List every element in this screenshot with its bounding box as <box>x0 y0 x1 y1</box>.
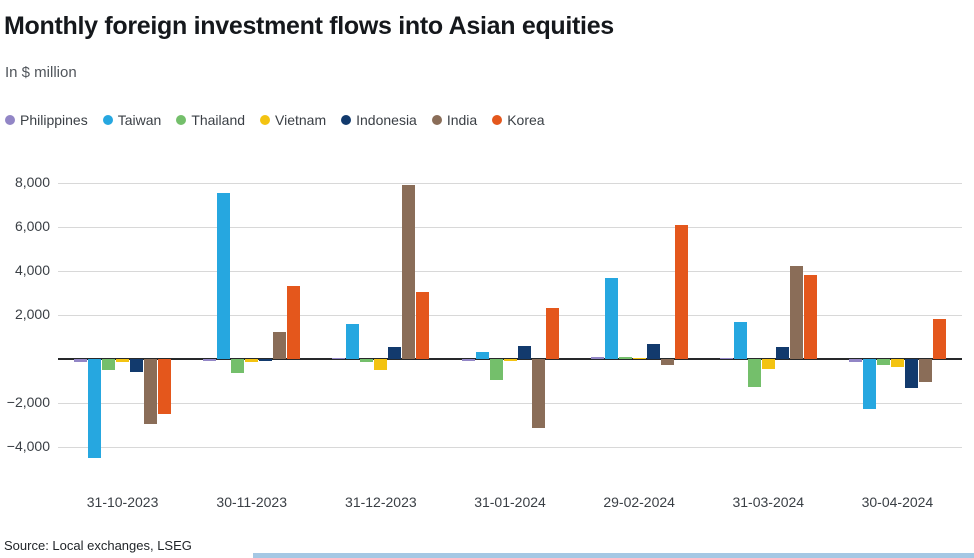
y-axis-tick-label: 8,000 <box>14 174 50 190</box>
x-axis-tick-label: 29-02-2024 <box>603 494 675 510</box>
bar-philippines <box>332 357 346 360</box>
legend-label: India <box>446 112 478 128</box>
bar-taiwan <box>88 359 102 458</box>
legend-dot-philippines <box>5 115 15 125</box>
bar-korea <box>932 319 946 359</box>
bar-philippines <box>74 359 88 363</box>
x-axis-tick-label: 30-04-2024 <box>861 494 934 510</box>
y-axis-tick-label: 4,000 <box>14 262 50 278</box>
bar-vietnam <box>761 359 775 369</box>
bar-thailand <box>360 359 374 362</box>
legend-label: Taiwan <box>117 112 162 128</box>
legend-label: Korea <box>507 112 545 128</box>
bar-korea <box>545 308 559 359</box>
legend-dot-vietnam <box>260 115 271 125</box>
bar-taiwan <box>604 277 618 359</box>
gridline <box>58 271 962 272</box>
bar-indonesia <box>646 343 660 359</box>
bar-india <box>789 265 803 359</box>
bar-vietnam <box>116 359 130 363</box>
x-axis-tick-label: 30-11-2023 <box>216 494 287 510</box>
bar-vietnam <box>632 357 646 360</box>
legend-dot-taiwan <box>102 115 113 125</box>
bar-vietnam <box>245 359 259 362</box>
legend-item-india: India <box>431 112 478 128</box>
y-axis-tick-label: 6,000 <box>14 218 50 234</box>
bar-indonesia <box>517 345 531 359</box>
bar-indonesia <box>775 346 789 359</box>
gridline <box>58 227 962 228</box>
gridline <box>58 447 962 449</box>
legend-item-vietnam: Vietnam <box>260 112 326 128</box>
legend-dot-india <box>431 115 442 125</box>
source-note: Source: Local exchanges, LSEG <box>4 538 192 553</box>
bar-philippines <box>203 359 217 361</box>
legend-item-philippines: Philippines <box>5 112 88 128</box>
bar-india <box>273 331 287 359</box>
bar-indonesia <box>130 359 144 373</box>
bar-vietnam <box>890 359 904 367</box>
bar-thailand <box>876 359 890 365</box>
gridline <box>58 403 962 404</box>
x-axis-tick-label: 31-01-2024 <box>474 494 546 510</box>
legend-dot-indonesia <box>341 115 352 125</box>
y-axis-tick-label: −4,000 <box>6 438 50 455</box>
bar-india <box>660 359 674 365</box>
legend-item-taiwan: Taiwan <box>102 112 162 128</box>
x-axis-tick-label: 31-10-2023 <box>86 494 159 510</box>
bar-philippines <box>461 359 475 361</box>
bar-korea <box>158 359 172 414</box>
bar-india <box>531 359 545 429</box>
bar-vietnam <box>374 359 388 370</box>
bar-taiwan <box>346 323 360 359</box>
bar-thailand <box>231 359 245 374</box>
chart-subtitle: In $ million <box>5 64 77 81</box>
legend-item-thailand: Thailand <box>176 112 245 128</box>
x-axis-tick-label: 31-12-2023 <box>345 494 417 510</box>
bar-korea <box>416 291 430 359</box>
bar-thailand <box>102 359 116 370</box>
bottom-blue-strip <box>253 553 974 558</box>
bar-taiwan <box>733 321 747 359</box>
y-axis-tick-label: −2,000 <box>6 394 50 410</box>
bar-taiwan <box>475 352 489 359</box>
bar-korea <box>803 275 817 359</box>
bar-thailand <box>618 356 632 359</box>
bar-india <box>918 359 932 383</box>
bar-taiwan <box>862 359 876 409</box>
legend-label: Indonesia <box>356 112 417 128</box>
bar-philippines <box>590 357 604 360</box>
legend-label: Thailand <box>191 112 246 128</box>
bar-indonesia <box>388 346 402 359</box>
legend-dot-korea <box>492 115 503 125</box>
gridline <box>58 183 962 184</box>
legend: Philippines Taiwan Thailand Vietnam Indonesi… <box>5 112 545 128</box>
legend-dot-thailand <box>176 115 187 125</box>
bar-taiwan <box>217 192 231 359</box>
bar-indonesia <box>259 359 273 362</box>
bar-india <box>144 359 158 424</box>
legend-item-korea: Korea <box>492 112 545 128</box>
bar-korea <box>674 224 688 359</box>
bar-thailand <box>489 359 503 380</box>
gridline <box>58 315 962 316</box>
bar-india <box>402 185 416 359</box>
bar-vietnam <box>503 359 517 361</box>
bar-indonesia <box>904 359 918 388</box>
bar-korea <box>287 286 301 359</box>
chart-title: Monthly foreign investment flows into As… <box>4 12 614 40</box>
legend-label: Philippines <box>20 112 88 128</box>
bar-philippines <box>848 359 862 362</box>
bar-philippines <box>719 357 733 360</box>
x-axis-tick-label: 31-03-2024 <box>732 494 805 510</box>
y-axis-tick-label: 2,000 <box>14 306 50 322</box>
bar-thailand <box>747 359 761 387</box>
legend-item-indonesia: Indonesia <box>341 112 417 128</box>
legend-label: Vietnam <box>275 112 327 128</box>
